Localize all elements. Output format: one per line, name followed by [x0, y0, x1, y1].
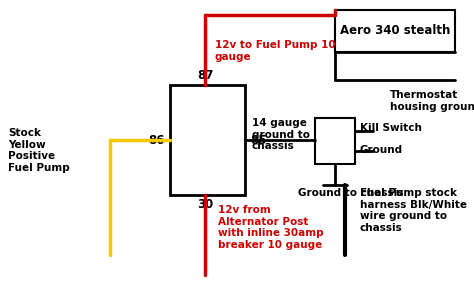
Bar	[315, 118, 355, 164]
Text: 85: 85	[250, 133, 266, 147]
Text: Ground: Ground	[360, 145, 403, 155]
Text: Fuel Pump stock
harness Blk/White
wire ground to
chassis: Fuel Pump stock harness Blk/White wire g…	[360, 188, 467, 233]
Text: Kill Switch: Kill Switch	[360, 123, 422, 133]
Bar	[335, 10, 455, 52]
Text: Aero 340 stealth: Aero 340 stealth	[340, 24, 450, 37]
Text: 12v from
Alternator Post
with inline 30amp
breaker 10 gauge: 12v from Alternator Post with inline 30a…	[218, 205, 324, 250]
Text: Thermostat
housing ground: Thermostat housing ground	[390, 90, 474, 112]
Text: 14 gauge
ground to
chassis: 14 gauge ground to chassis	[252, 118, 310, 151]
Text: 12v to Fuel Pump 10
gauge: 12v to Fuel Pump 10 gauge	[215, 40, 336, 62]
Bar	[170, 85, 245, 195]
Text: 87: 87	[197, 69, 213, 82]
Text: Stock
Yellow
Positive
Fuel Pump: Stock Yellow Positive Fuel Pump	[8, 128, 70, 173]
Text: 86: 86	[148, 133, 165, 147]
Text: Ground to chassis: Ground to chassis	[298, 188, 403, 198]
Text: 30: 30	[197, 198, 213, 211]
